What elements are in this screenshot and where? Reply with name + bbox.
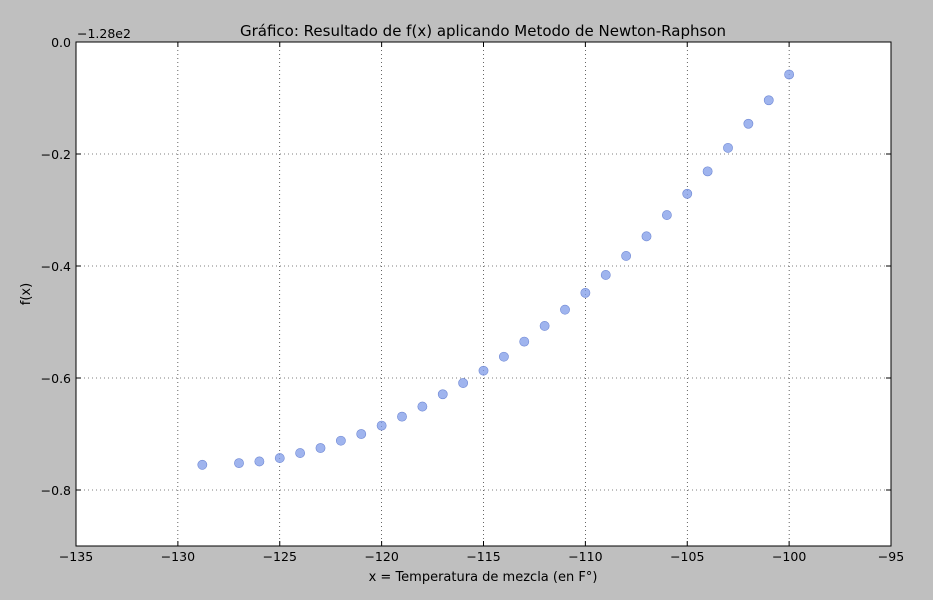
x-tick-label: −95 [878, 549, 904, 564]
data-point [784, 69, 795, 80]
y-tick-label: 0.0 [51, 35, 71, 50]
x-axis-ticks: −135 −130 −125 −120 −115 −110 −105 −100 −95 [59, 42, 904, 564]
x-tick-label: −130 [161, 549, 195, 564]
x-tick-label: −105 [670, 549, 704, 564]
data-point [641, 231, 652, 242]
data-point [458, 378, 469, 388]
data-point [335, 435, 346, 446]
data-point [376, 420, 387, 431]
data-point [234, 458, 244, 469]
data-point [539, 321, 550, 331]
y-tick-label: −0.2 [41, 147, 71, 162]
y-offset-label: −1.28e2 [77, 26, 131, 41]
data-point [274, 453, 285, 463]
data-point [397, 411, 407, 422]
y-tick-label: −0.8 [41, 483, 71, 498]
x-tick-label: −110 [568, 549, 602, 564]
data-point [356, 429, 367, 439]
data-point [295, 448, 306, 458]
data-point [197, 459, 208, 470]
data-point [417, 401, 428, 412]
y-tick-label: −0.6 [41, 371, 71, 386]
data-point [723, 142, 733, 153]
x-tick-label: −115 [466, 549, 500, 564]
y-axis-ticks: 0.0 −0.2 −0.4 −0.6 −0.8 [41, 35, 891, 498]
x-axis-label: x = Temperatura de mezcla (en F°) [369, 570, 598, 585]
data-point [498, 351, 509, 362]
data-point [600, 270, 611, 280]
x-tick-label: −100 [772, 549, 806, 564]
x-tick-label: −120 [364, 549, 398, 564]
data-point [560, 304, 570, 315]
chart-title: Gráfico: Resultado de f(x) aplicando Met… [240, 22, 726, 40]
data-point [661, 210, 672, 220]
data-point [315, 443, 326, 453]
data-point [519, 336, 530, 347]
data-point [682, 188, 693, 199]
grid-lines [76, 42, 891, 546]
data-point [702, 166, 713, 177]
data-points [197, 69, 795, 470]
y-tick-label: −0.4 [41, 259, 71, 274]
x-tick-label: −125 [263, 549, 297, 564]
data-point [254, 456, 265, 467]
x-tick-label: −135 [59, 549, 93, 564]
data-point [743, 118, 754, 129]
data-point [478, 365, 489, 376]
data-point [580, 287, 591, 298]
y-axis-label: f(x) [19, 283, 34, 305]
data-point [437, 389, 448, 400]
data-point [763, 95, 774, 106]
data-point [621, 251, 632, 261]
